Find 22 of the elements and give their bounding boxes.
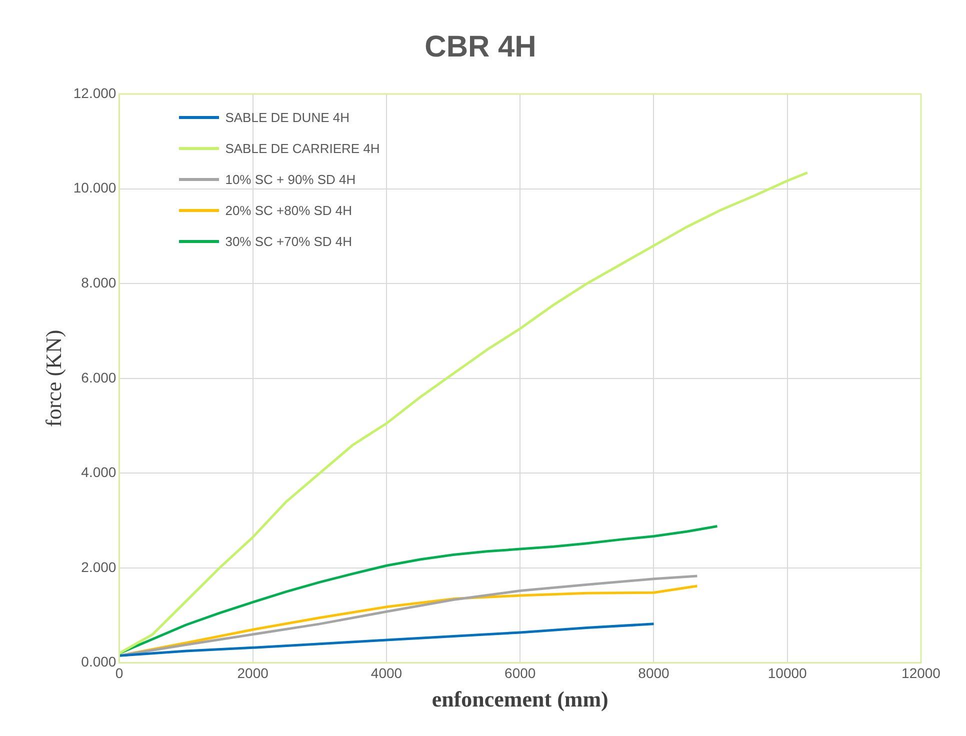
x-tick-label: 2000: [237, 665, 269, 682]
legend-label: 10% SC + 90% SD 4H: [225, 172, 356, 187]
y-tick-label: 6.000: [81, 369, 116, 386]
x-axis-title: enfoncement (mm): [432, 686, 608, 712]
x-tick-label: 10000: [768, 665, 808, 682]
y-tick-label: 0.000: [81, 654, 116, 670]
chart-title: CBR 4H: [424, 30, 536, 64]
y-tick-label: 2.000: [81, 558, 116, 575]
legend-label: 20% SC +80% SD 4H: [225, 203, 352, 218]
legend-label: 30% SC +70% SD 4H: [225, 234, 352, 249]
x-tick-label: 4000: [370, 665, 402, 682]
y-axis-title: force (KN): [40, 330, 66, 427]
x-tick-label: 0: [115, 665, 124, 682]
y-tick-label: 10.000: [73, 180, 116, 196]
x-tick-label: 6000: [504, 665, 536, 682]
x-tick-label: 8000: [638, 665, 670, 682]
legend-label: SABLE DE DUNE 4H: [225, 110, 350, 125]
y-tick-label: 12.000: [73, 84, 116, 101]
y-tick-label: 8.000: [81, 274, 116, 290]
legend-label: SABLE DE CARRIERE 4H: [225, 141, 380, 156]
x-tick-label: 12000: [902, 665, 941, 682]
y-tick-label: 4.000: [81, 464, 116, 480]
